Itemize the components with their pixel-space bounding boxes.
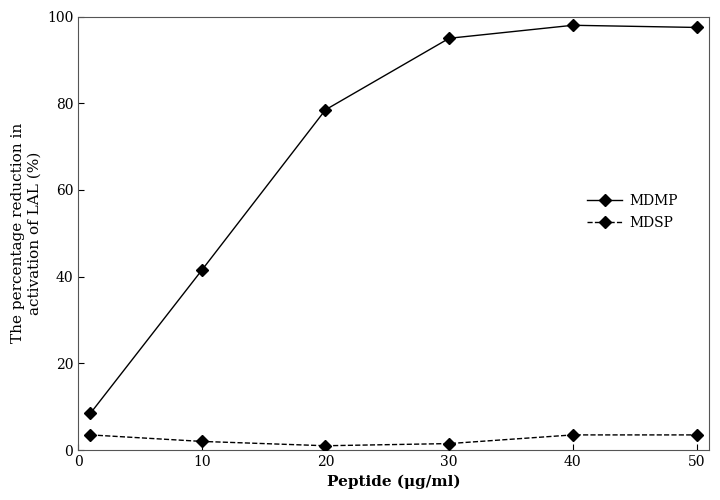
Line: MDSP: MDSP	[86, 430, 701, 450]
MDSP	[197, 438, 206, 444]
MDSP	[445, 440, 454, 446]
MDSP	[321, 442, 330, 448]
Legend: MDMP, MDSP: MDMP, MDSP	[582, 188, 683, 236]
MDMP	[321, 107, 330, 113]
MDSP	[86, 432, 95, 438]
MDMP	[197, 267, 206, 273]
X-axis label: Peptide (μg/ml): Peptide (μg/ml)	[327, 474, 460, 489]
MDMP	[569, 22, 577, 28]
MDMP	[445, 36, 454, 42]
MDMP	[692, 24, 701, 30]
Line: MDMP: MDMP	[86, 21, 701, 417]
Y-axis label: The percentage reduction in
activation of LAL (%): The percentage reduction in activation o…	[11, 123, 41, 344]
MDSP	[692, 432, 701, 438]
MDSP	[569, 432, 577, 438]
MDMP	[86, 410, 95, 416]
